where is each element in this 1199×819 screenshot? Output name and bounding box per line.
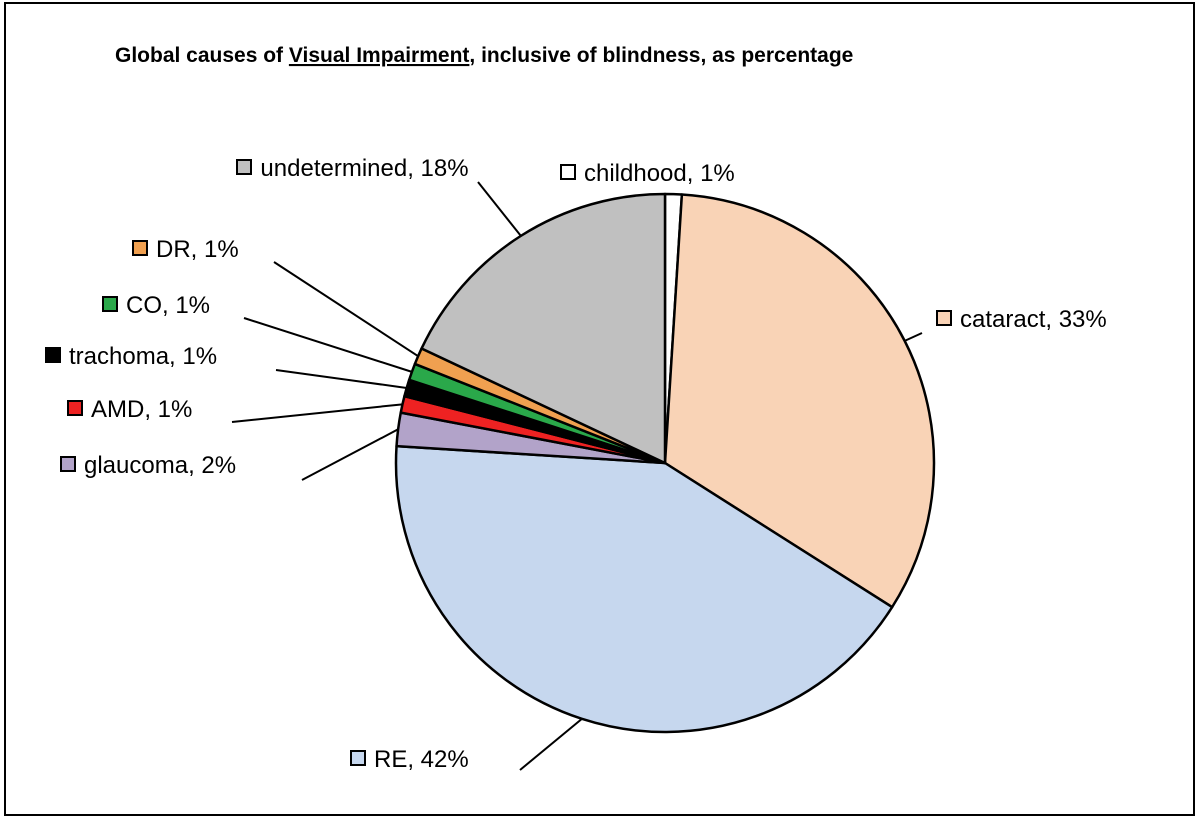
slice-label: cataract, 33%: [936, 306, 1107, 334]
slice-label: trachoma, 1%: [45, 343, 217, 371]
label-swatch: [560, 164, 576, 180]
title-part: Visual Impairment: [289, 44, 470, 67]
title-part: , inclusive of blindness, as percentage: [469, 44, 853, 67]
label-text: cataract, 33%: [960, 306, 1107, 333]
slice-label: undetermined, 18%: [225, 155, 480, 183]
label-text: undetermined, 18%: [260, 155, 469, 182]
label-swatch: [102, 296, 118, 312]
leader-line: [243, 317, 413, 373]
label-swatch: [350, 750, 366, 766]
leader-line: [275, 369, 407, 389]
slice-label: RE, 42%: [350, 746, 469, 774]
leader-line: [904, 332, 923, 342]
label-text: RE, 42%: [374, 746, 469, 773]
label-swatch: [936, 310, 952, 326]
slice-label: childhood, 1%: [560, 160, 735, 188]
leader-line: [477, 181, 522, 237]
label-text: AMD, 1%: [91, 396, 193, 423]
leader-line: [273, 261, 419, 358]
label-swatch: [45, 347, 61, 363]
label-text: childhood, 1%: [584, 160, 735, 187]
label-swatch: [236, 159, 253, 175]
leader-line: [301, 428, 399, 481]
label-swatch: [67, 400, 83, 416]
pie-slice: [420, 192, 667, 465]
pie-slice: [663, 193, 936, 609]
leader-line: [519, 718, 583, 771]
label-swatch: [60, 456, 76, 472]
slice-label: CO, 1%: [102, 292, 210, 320]
slice-label: DR, 1%: [132, 236, 239, 264]
chart-title: Global causes of Visual Impairment, incl…: [115, 44, 853, 67]
label-text: CO, 1%: [126, 292, 211, 319]
leader-line: [231, 403, 403, 423]
label-text: glaucoma, 2%: [84, 452, 237, 479]
label-swatch: [132, 240, 148, 256]
label-text: DR, 1%: [156, 236, 239, 263]
pie-slice: [394, 444, 894, 734]
slice-label: AMD, 1%: [67, 396, 192, 424]
title-part: Global causes of: [115, 44, 289, 67]
slice-label: glaucoma, 2%: [60, 452, 236, 480]
label-text: trachoma, 1%: [69, 343, 218, 370]
